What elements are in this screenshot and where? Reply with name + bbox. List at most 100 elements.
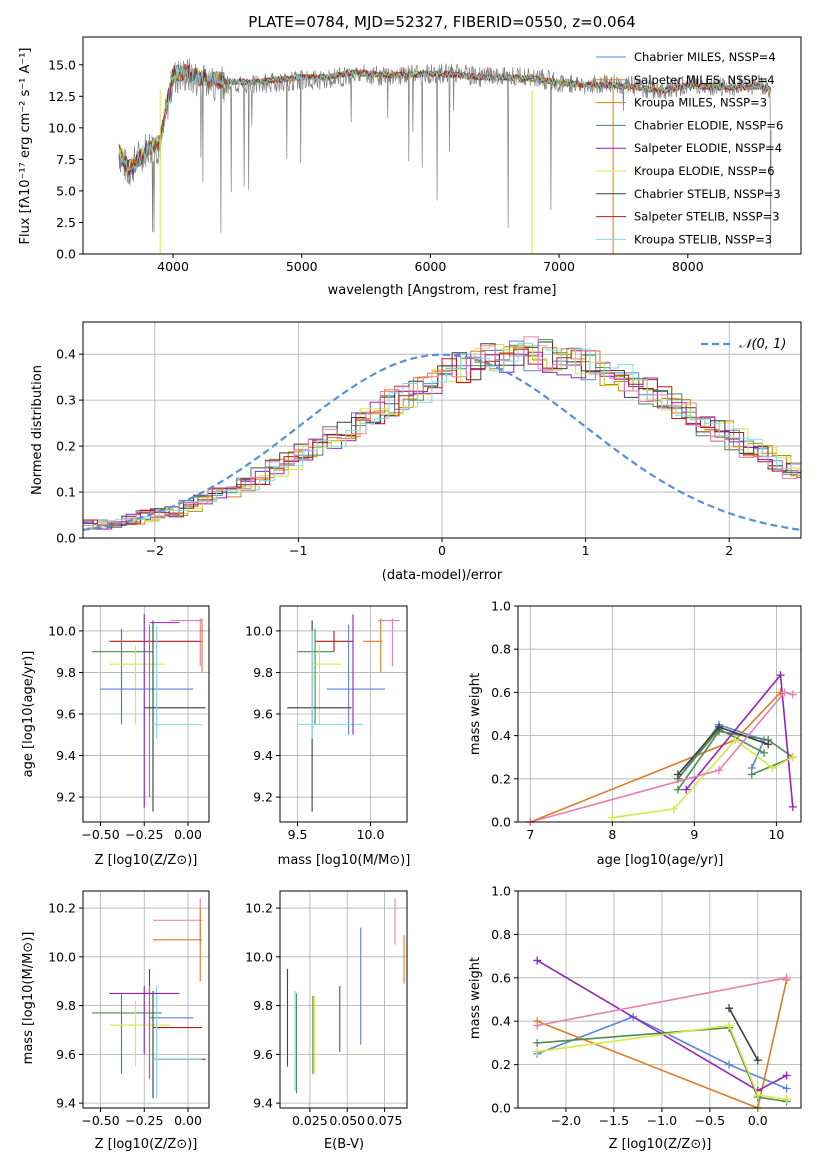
spectrum-legend-label: Salpeter MILES, NSSP=4 bbox=[634, 73, 775, 87]
age-z-ytick-label: 9.8 bbox=[56, 665, 76, 680]
residuals-histogram-step bbox=[87, 345, 801, 529]
mw-age-point-marker bbox=[608, 813, 617, 822]
age-z-ytick-label: 9.4 bbox=[56, 748, 76, 763]
mass-z-ytick-label: 9.6 bbox=[56, 1047, 76, 1062]
mw-z-ytick-label: 1.0 bbox=[491, 884, 511, 899]
age-mass-xtick-label: 10.0 bbox=[357, 827, 385, 842]
age-z-xtick-label: −0.50 bbox=[81, 827, 119, 842]
mw-z-ytick-label: 0.4 bbox=[491, 1014, 511, 1029]
mw-z-point-marker bbox=[533, 1038, 542, 1047]
residuals-ytick-label: 0.0 bbox=[56, 531, 76, 546]
mw-age-ytick-label: 1.0 bbox=[491, 599, 511, 614]
mass-z-xtick-label: −0.50 bbox=[81, 1113, 119, 1128]
mw-age-point-marker bbox=[714, 722, 723, 731]
mw-age-point-marker bbox=[760, 748, 769, 757]
age-mass-ytick-label: 9.8 bbox=[253, 665, 273, 680]
residuals-xlabel: (data-model)/error bbox=[382, 568, 503, 583]
spectrum-lines bbox=[118, 58, 772, 254]
mw-age-ytick-label: 0.8 bbox=[491, 642, 511, 657]
mw-z-xtick-label: −0.5 bbox=[695, 1113, 725, 1128]
mw-age-point-marker bbox=[780, 688, 789, 697]
spectrum-xtick-label: 8000 bbox=[672, 259, 704, 274]
mw-age-frame bbox=[517, 605, 802, 823]
mw-age-point-marker bbox=[764, 740, 773, 749]
mass-ebv-xtick-label: 0.075 bbox=[367, 1113, 403, 1128]
mw-age-point-marker bbox=[788, 690, 797, 699]
mass-ebv-ytick-label: 9.6 bbox=[253, 1047, 273, 1062]
mw-age-ytick-label: 0.0 bbox=[491, 815, 511, 830]
mass-ebv-ytick-label: 9.8 bbox=[253, 998, 273, 1013]
mw-age-point-marker bbox=[788, 802, 797, 811]
mass-z-frame bbox=[82, 890, 210, 1109]
age-z-ytick-label: 9.6 bbox=[56, 707, 76, 722]
mw-z-ytick-label: 0.6 bbox=[491, 970, 511, 985]
mw-age-series-line bbox=[530, 691, 782, 823]
spectrum-xtick-label: 6000 bbox=[415, 259, 447, 274]
age-mass-ytick-label: 9.6 bbox=[253, 707, 273, 722]
mw-age-series-line bbox=[685, 673, 794, 807]
residuals-legend-label: 𝒩(0, 1) bbox=[739, 337, 786, 352]
age-z-xtick-label: −0.25 bbox=[125, 827, 163, 842]
mw-age-xtick-label: 8 bbox=[608, 827, 616, 842]
residuals-histogram-step bbox=[83, 339, 801, 530]
mw-z-series-line bbox=[537, 1024, 787, 1101]
mw-z-point-marker bbox=[782, 1071, 791, 1080]
mw-age-point-marker bbox=[768, 764, 777, 772]
residuals-frame bbox=[82, 321, 802, 539]
age-mass-xlabel: mass [log10(M/M⊙)] bbox=[278, 853, 411, 868]
mw-age-ylabel: mass weight bbox=[468, 673, 483, 755]
residuals-ytick-label: 0.4 bbox=[56, 347, 76, 362]
mass-ebv-ytick-label: 10.0 bbox=[245, 949, 273, 964]
mw-z-ytick-label: 0.2 bbox=[491, 1057, 511, 1072]
mass-z-ytick-label: 10.2 bbox=[48, 901, 76, 916]
spectrum-legend-label: Chabrier ELODIE, NSSP=6 bbox=[634, 118, 783, 132]
residuals-ytick-label: 0.1 bbox=[56, 485, 76, 500]
residuals-xtick-label: 0 bbox=[438, 543, 446, 558]
spectrum-legend-label: Kroupa STELIB, NSSP=3 bbox=[634, 232, 772, 246]
mass-ebv-frame bbox=[279, 890, 408, 1109]
mw-age-point-marker bbox=[682, 785, 691, 794]
mw-z-point-marker bbox=[725, 1021, 734, 1030]
mw-z-ytick-label: 0.8 bbox=[491, 927, 511, 942]
spectrum-ytick-label: 10.0 bbox=[48, 120, 76, 135]
spectrum-legend-label: Kroupa MILES, NSSP=3 bbox=[634, 96, 767, 110]
mw-z-point-marker bbox=[782, 973, 791, 982]
spectrum-ytick-label: 7.5 bbox=[56, 152, 76, 167]
spectrum-title: PLATE=0784, MJD=52327, FIBERID=0550, z=0… bbox=[248, 13, 635, 31]
residuals-xtick-label: 1 bbox=[582, 543, 590, 558]
spectrum-ytick-label: 0.0 bbox=[56, 247, 76, 262]
mw-z-point-marker bbox=[533, 956, 542, 965]
mw-age-point-marker bbox=[673, 785, 682, 794]
spectrum-legend-label: Salpeter STELIB, NSSP=3 bbox=[634, 210, 780, 224]
mw-z-xlabel: Z [log10(Z/Z⊙)] bbox=[609, 1137, 712, 1152]
mass-ebv-xtick-label: 0.025 bbox=[292, 1113, 328, 1128]
mw-z-xtick-label: −1.0 bbox=[647, 1113, 677, 1128]
spectrum-ytick-label: 15.0 bbox=[48, 57, 76, 72]
age-mass-xtick-label: 9.5 bbox=[288, 827, 308, 842]
residuals-histogram-step bbox=[83, 348, 801, 526]
mw-z-frame bbox=[517, 890, 802, 1109]
mw-z-point-marker bbox=[753, 1056, 762, 1065]
age-mass-frame bbox=[279, 605, 408, 823]
mw-age-point-marker bbox=[788, 753, 797, 762]
spectrum-ytick-label: 5.0 bbox=[56, 183, 76, 198]
mw-z-series-line bbox=[536, 1016, 787, 1090]
mass-ebv-ytick-label: 10.2 bbox=[245, 901, 273, 916]
spectrum-xtick-label: 4000 bbox=[157, 259, 189, 274]
spectrum-xtick-label: 7000 bbox=[543, 259, 575, 274]
mw-z-xtick-label: −1.5 bbox=[599, 1113, 629, 1128]
age-z-ytick-label: 9.2 bbox=[56, 790, 76, 805]
residuals-xtick-label: −2 bbox=[146, 543, 164, 558]
residuals-ylabel: Normed distribution bbox=[30, 365, 45, 495]
spectrum-legend-label: Kroupa ELODIE, NSSP=6 bbox=[634, 164, 775, 178]
mw-age-point-marker bbox=[714, 766, 723, 775]
mw-age-point-marker bbox=[669, 805, 678, 814]
residuals-ytick-label: 0.2 bbox=[56, 439, 76, 454]
residuals-histogram-step bbox=[83, 336, 801, 527]
mass-z-xtick-label: 0.00 bbox=[174, 1113, 202, 1128]
mw-age-xtick-label: 10 bbox=[768, 827, 784, 842]
mw-z-point-marker bbox=[753, 1090, 762, 1099]
spectrum-legend-label: Salpeter ELODIE, NSSP=4 bbox=[634, 141, 782, 155]
mass-z-xtick-label: −0.25 bbox=[125, 1113, 163, 1128]
